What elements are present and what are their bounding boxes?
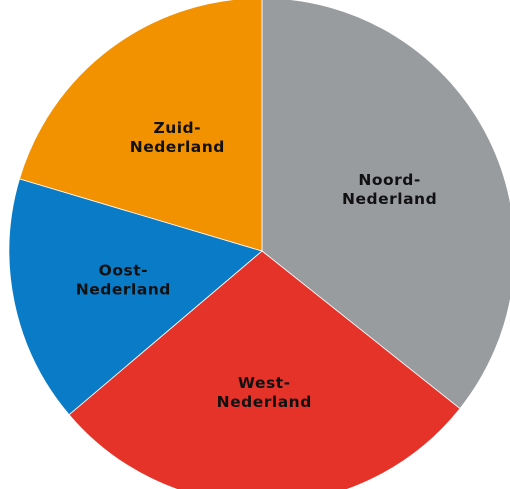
slice-label-line: Nederland xyxy=(217,393,312,411)
pie-slice-oost-nederland xyxy=(8,178,263,416)
slice-label-noord-nederland: Noord-Nederland xyxy=(342,171,437,208)
slice-label-line: Nederland xyxy=(342,190,437,208)
pie-slice-zuid-nederland xyxy=(18,0,263,252)
slice-label-line: Nederland xyxy=(76,281,171,299)
slice-label-line: Zuid- xyxy=(153,119,201,137)
pie-labels: Noord-NederlandWest-NederlandOost-Nederl… xyxy=(76,119,437,411)
pie-slices xyxy=(8,0,510,489)
slice-label-line: West- xyxy=(238,374,291,392)
slice-label-line: Noord- xyxy=(358,171,420,189)
slice-label-zuid-nederland: Zuid-Nederland xyxy=(130,119,225,156)
slice-label-line: Nederland xyxy=(130,138,225,156)
slice-label-line: Oost- xyxy=(99,262,148,280)
slice-label-west-nederland: West-Nederland xyxy=(217,374,312,411)
pie-slice-noord-nederland xyxy=(261,0,510,410)
pie-slice-west-nederland xyxy=(68,250,461,489)
slice-label-oost-nederland: Oost-Nederland xyxy=(76,262,171,299)
